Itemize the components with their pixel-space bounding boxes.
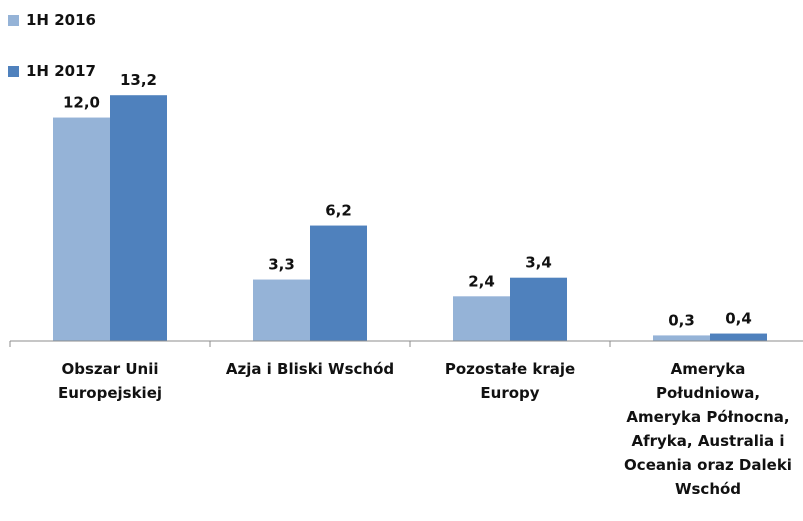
data-label-1h-2017-2: 6,2 (325, 202, 352, 220)
category-label-line: Ameryka Północna, (626, 408, 790, 426)
category-label-line: Europejskiej (57, 384, 163, 402)
data-label-1h-2016-4: 0,3 (668, 311, 695, 329)
bar-1h-2017-4 (710, 333, 767, 341)
legend-swatch-1h-2017 (8, 65, 19, 77)
legend: 1H 2016 1H 2017 (8, 8, 96, 110)
bar-1h-2016-1 (53, 117, 110, 341)
data-label-1h-2016-3: 2,4 (468, 272, 495, 290)
category-label-4: Ameryka Południowa, Ameryka Północna, Afryk… (613, 357, 803, 501)
legend-label-1h-2017: 1H 2017 (26, 62, 96, 80)
category-label-1: Obszar Unii Europejskiej (15, 357, 205, 405)
category-label-line: Pozostałe kraje (444, 360, 576, 378)
data-label-1h-2017-3: 3,4 (525, 254, 552, 272)
bar-1h-2016-2 (253, 279, 310, 341)
category-label-3: Pozostałe kraje Europy (415, 357, 605, 405)
category-label-line: Obszar Unii (61, 360, 159, 378)
category-label-line: Afryka, Australia i (631, 432, 785, 450)
legend-swatch-1h-2016 (8, 14, 19, 26)
bar-1h-2016-3 (453, 296, 510, 341)
category-label-line: Azja i Bliski Wschód (225, 360, 395, 378)
legend-item-1h-2016: 1H 2016 (8, 8, 96, 32)
category-label-2: Azja i Bliski Wschód (215, 357, 405, 381)
bar-1h-2017-1 (110, 95, 167, 341)
bar-1h-2017-3 (510, 277, 567, 341)
legend-item-1h-2017: 1H 2017 (8, 59, 96, 83)
category-label-line: Oceania oraz Daleki (624, 456, 792, 474)
bar-1h-2017-2 (310, 225, 367, 341)
category-label-line: Europy (480, 384, 540, 402)
bar-1h-2016-4 (653, 335, 710, 341)
legend-label-1h-2016: 1H 2016 (26, 11, 96, 29)
data-label-1h-2017-1: 13,2 (120, 71, 157, 89)
category-label-line: Wschód (674, 480, 742, 498)
data-label-1h-2017-4: 0,4 (725, 310, 752, 328)
data-label-1h-2016-1: 12,0 (63, 94, 100, 112)
data-label-1h-2016-2: 3,3 (268, 256, 295, 274)
category-label-line: Południowa, (655, 384, 761, 402)
category-label-line: Ameryka (670, 360, 746, 378)
